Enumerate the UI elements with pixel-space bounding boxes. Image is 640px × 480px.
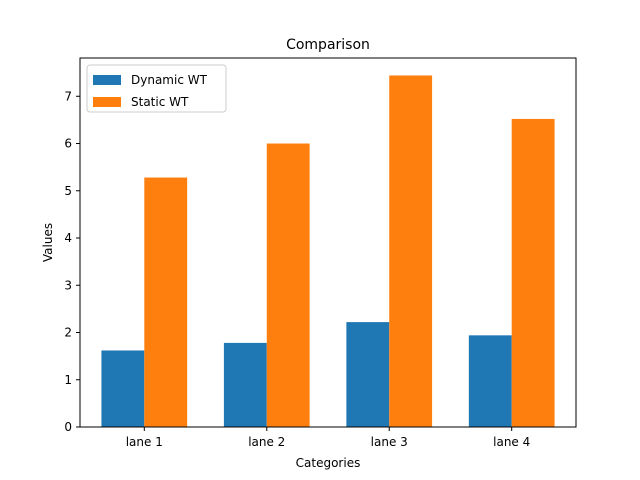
bar-static-2 (266, 143, 310, 428)
legend-box (86, 64, 227, 113)
y-tick-label: 7 (64, 89, 72, 103)
x-tick-label: lane 2 (248, 435, 285, 449)
x-axis-label: Categories (296, 456, 361, 470)
x-tick-label: lane 1 (126, 435, 163, 449)
legend: Dynamic WT Static WT (86, 64, 227, 113)
y-tick-label: 2 (64, 326, 72, 340)
legend-label-dynamic: Dynamic WT (131, 73, 208, 87)
x-axis-ticks: lane 1 lane 2 lane 3 lane 4 (126, 427, 530, 449)
y-tick-label: 3 (64, 278, 72, 292)
legend-swatch-dynamic (93, 75, 121, 85)
plot-frame (79, 57, 577, 428)
legend-label-static: Static WT (131, 95, 189, 109)
bar-dynamic-1 (101, 350, 145, 427)
bar-dynamic-4 (468, 335, 512, 427)
x-tick-label: lane 3 (371, 435, 408, 449)
bar-dynamic-3 (346, 322, 390, 427)
y-axis-ticks: 0 1 2 3 4 5 6 7 (64, 89, 80, 434)
y-axis-label: Values (41, 223, 55, 262)
bar-static-4 (511, 118, 555, 427)
y-tick-label: 1 (64, 373, 72, 387)
legend-swatch-static (93, 97, 121, 107)
y-tick-label: 6 (64, 137, 72, 151)
x-tick-label: lane 4 (493, 435, 530, 449)
chart-title: Comparison (286, 37, 370, 53)
bar-dynamic-2 (223, 342, 267, 427)
y-tick-label: 0 (64, 420, 72, 434)
bar-static-1 (144, 177, 188, 427)
y-tick-label: 4 (64, 231, 72, 245)
y-tick-label: 5 (64, 184, 72, 198)
bar-static-3 (389, 75, 433, 427)
bars-group (101, 75, 555, 428)
